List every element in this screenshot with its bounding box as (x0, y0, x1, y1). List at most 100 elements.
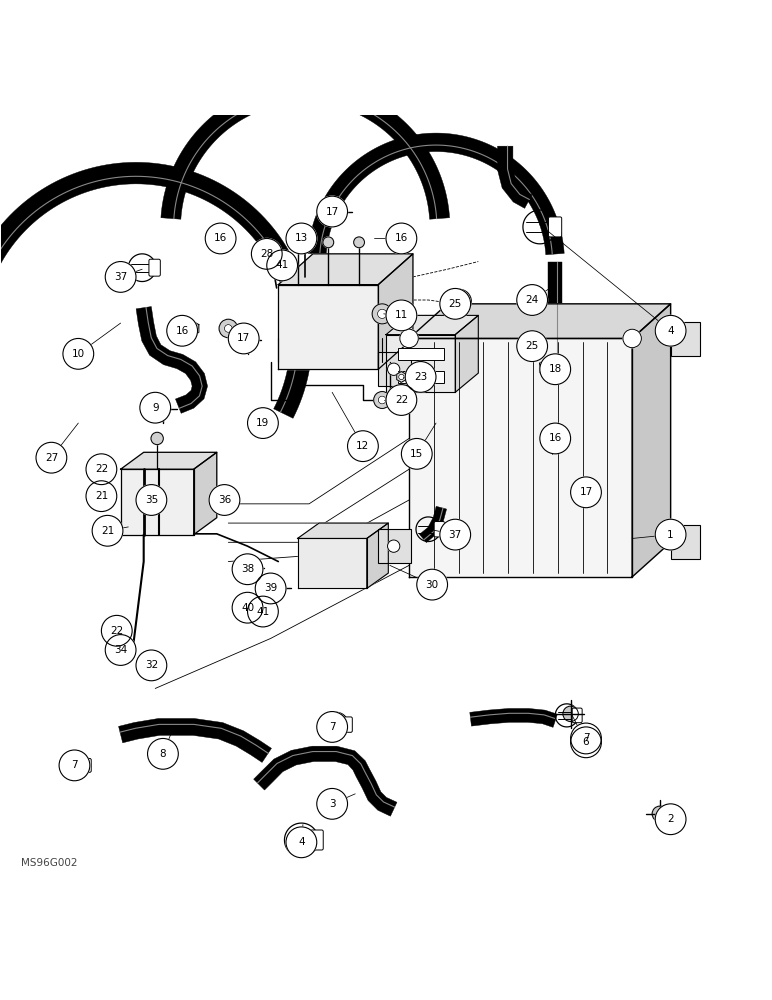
Circle shape (317, 196, 347, 227)
Circle shape (205, 223, 236, 254)
Circle shape (86, 454, 117, 485)
PathPatch shape (419, 506, 446, 543)
Circle shape (252, 238, 282, 269)
Circle shape (571, 727, 601, 758)
Text: 30: 30 (425, 580, 438, 590)
Text: 7: 7 (329, 722, 336, 732)
Circle shape (256, 573, 286, 604)
Circle shape (229, 323, 259, 354)
Circle shape (147, 494, 163, 509)
Polygon shape (409, 304, 671, 338)
Circle shape (454, 296, 465, 307)
Circle shape (221, 236, 229, 244)
Circle shape (440, 519, 471, 550)
Polygon shape (540, 358, 556, 377)
Text: 41: 41 (276, 260, 289, 270)
Circle shape (240, 332, 256, 348)
Circle shape (401, 438, 432, 469)
Circle shape (120, 645, 128, 652)
Circle shape (225, 498, 232, 505)
Text: 16: 16 (214, 233, 227, 243)
Text: 35: 35 (145, 495, 158, 505)
Circle shape (417, 569, 448, 600)
Circle shape (303, 243, 308, 249)
Circle shape (655, 315, 686, 346)
Polygon shape (455, 315, 479, 392)
Circle shape (655, 804, 686, 835)
Circle shape (86, 481, 117, 512)
Text: 37: 37 (114, 272, 127, 282)
Circle shape (317, 788, 347, 819)
Circle shape (247, 602, 255, 610)
Text: 9: 9 (152, 403, 158, 413)
Circle shape (655, 519, 686, 550)
Circle shape (267, 250, 297, 281)
Bar (671, 525, 700, 559)
FancyBboxPatch shape (82, 758, 91, 772)
Polygon shape (185, 321, 199, 336)
Circle shape (398, 374, 404, 380)
PathPatch shape (308, 133, 564, 255)
Bar (398, 371, 444, 383)
Polygon shape (279, 285, 378, 369)
Circle shape (248, 596, 279, 627)
Polygon shape (120, 452, 217, 469)
Circle shape (386, 385, 417, 415)
Text: 7: 7 (71, 760, 78, 770)
Circle shape (447, 289, 472, 314)
FancyBboxPatch shape (548, 217, 562, 237)
Circle shape (151, 432, 164, 445)
Circle shape (527, 339, 537, 350)
Text: 39: 39 (264, 583, 277, 593)
Circle shape (405, 362, 436, 392)
Text: MS96G002: MS96G002 (21, 858, 77, 868)
Circle shape (92, 515, 123, 546)
Text: 22: 22 (110, 626, 124, 636)
Circle shape (116, 640, 133, 657)
PathPatch shape (136, 307, 208, 413)
Text: 38: 38 (241, 564, 254, 574)
Circle shape (386, 300, 417, 331)
Circle shape (155, 402, 171, 417)
Text: 16: 16 (549, 433, 562, 443)
Circle shape (652, 806, 668, 822)
Polygon shape (120, 469, 194, 535)
Text: 27: 27 (45, 453, 58, 463)
Text: 4: 4 (667, 326, 674, 336)
Text: 25: 25 (449, 299, 462, 309)
Circle shape (147, 655, 164, 672)
Text: 25: 25 (526, 341, 539, 351)
Circle shape (147, 738, 178, 769)
Polygon shape (297, 538, 367, 588)
FancyBboxPatch shape (310, 830, 323, 850)
Polygon shape (632, 304, 671, 577)
Circle shape (105, 635, 136, 665)
Circle shape (388, 363, 400, 375)
Bar (671, 322, 700, 356)
Text: 34: 34 (114, 645, 127, 655)
Circle shape (378, 309, 387, 318)
Circle shape (188, 325, 196, 332)
Text: 41: 41 (256, 607, 269, 617)
Circle shape (548, 432, 556, 439)
Circle shape (232, 554, 263, 585)
Circle shape (225, 325, 232, 332)
Text: 17: 17 (326, 207, 339, 217)
Text: 8: 8 (160, 749, 166, 759)
Circle shape (219, 319, 238, 338)
Circle shape (378, 396, 386, 404)
PathPatch shape (0, 162, 312, 418)
Text: 21: 21 (95, 491, 108, 501)
Circle shape (221, 494, 236, 509)
Circle shape (347, 431, 378, 462)
Circle shape (242, 597, 260, 615)
Polygon shape (546, 428, 559, 443)
Circle shape (282, 265, 290, 273)
Text: 18: 18 (549, 364, 562, 374)
Text: 1: 1 (667, 530, 674, 540)
Text: 32: 32 (145, 660, 158, 670)
Polygon shape (386, 315, 479, 335)
Text: 28: 28 (260, 249, 273, 259)
Bar (378, 352, 411, 386)
Text: 2: 2 (667, 814, 674, 824)
